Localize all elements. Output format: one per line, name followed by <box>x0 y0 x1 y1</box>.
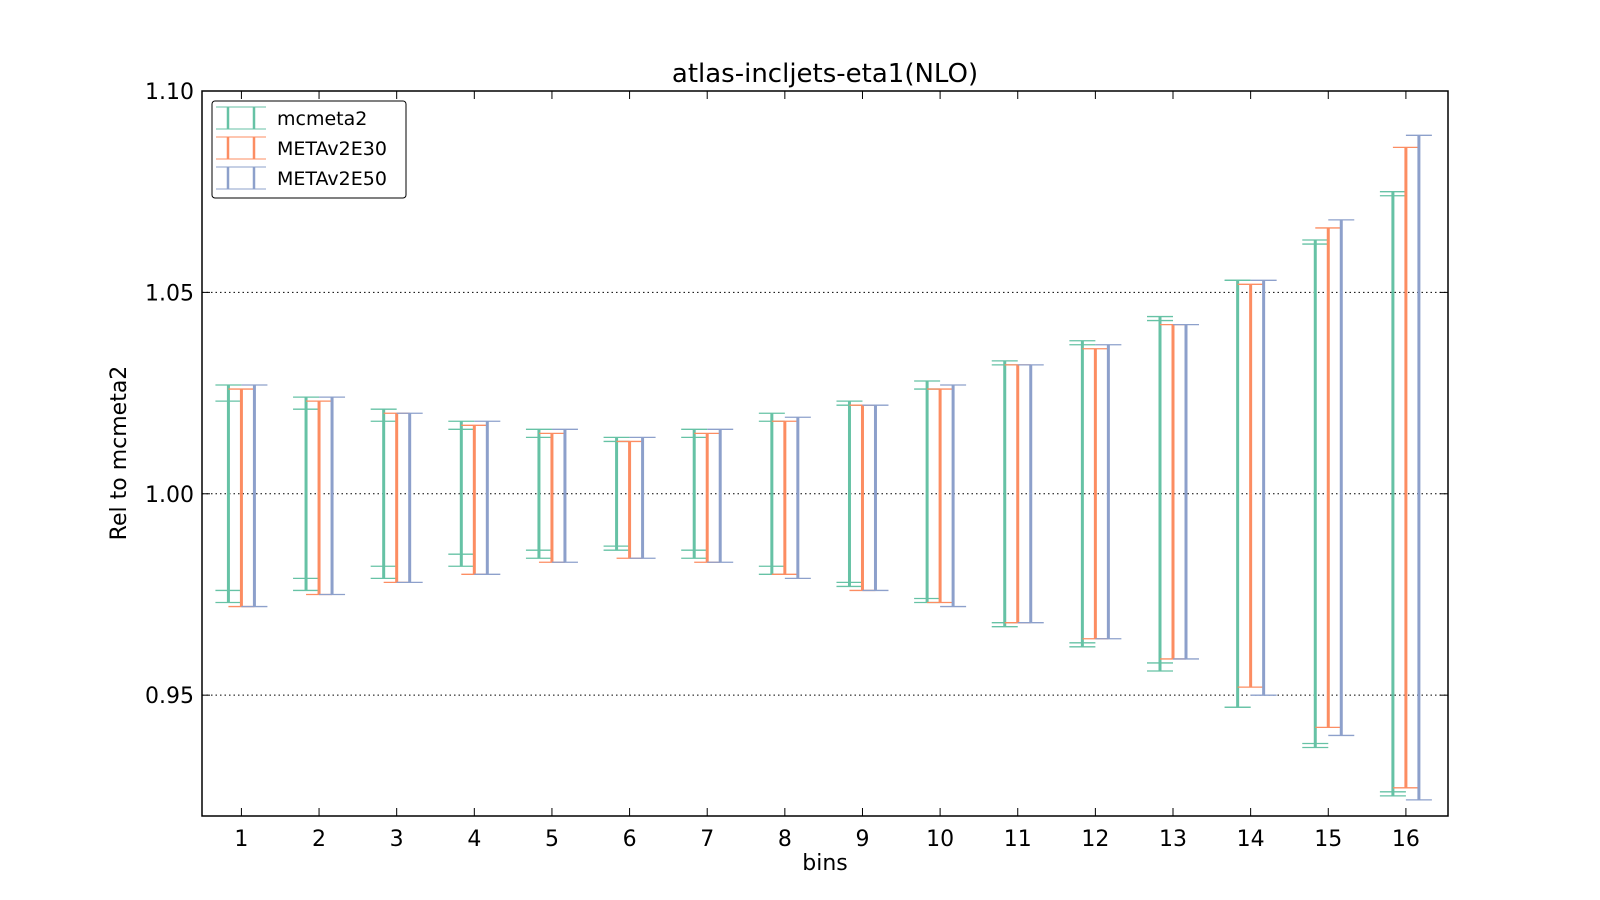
x-tick-label: 2 <box>312 827 326 852</box>
y-axis-title: Rel to mcmeta2 <box>107 366 132 541</box>
y-tick-label: 1.00 <box>145 483 194 508</box>
x-tick-label: 3 <box>390 827 404 852</box>
legend-entries: mcmeta2 METAv2E30 METAv2E50 <box>216 106 387 190</box>
x-tick-label: 1 <box>234 827 248 852</box>
x-tick-label: 5 <box>545 827 559 852</box>
y-axis-ticks: 0.95 1.00 1.05 1.10 <box>145 80 1448 709</box>
series-mcmeta2 <box>215 191 1406 797</box>
x-tick-label: 4 <box>467 827 481 852</box>
x-tick-label: 11 <box>1004 827 1032 852</box>
legend-label: METAv2E50 <box>277 168 387 190</box>
y-tick-label: 1.10 <box>145 80 194 105</box>
chart-title: atlas-incljets-eta1(NLO) <box>672 59 978 89</box>
error-bars <box>215 134 1432 801</box>
y-tick-label: 0.95 <box>145 684 194 709</box>
legend-label: METAv2E30 <box>277 138 387 160</box>
x-axis-ticks: 1 2 3 4 5 6 7 8 9 10 11 12 13 14 15 16 <box>234 91 1420 852</box>
x-tick-label: 14 <box>1237 827 1265 852</box>
x-axis-title: bins <box>802 851 847 876</box>
x-tick-label: 16 <box>1392 827 1420 852</box>
x-tick-label: 10 <box>926 827 954 852</box>
legend-frame <box>211 100 407 199</box>
x-tick-label: 7 <box>700 827 714 852</box>
x-tick-label: 12 <box>1081 827 1109 852</box>
legend-entry: METAv2E30 <box>216 136 387 160</box>
y-tick-label: 1.05 <box>145 281 194 306</box>
plot-area-frame <box>201 90 1449 817</box>
legend: mcmeta2 METAv2E30 METAv2E50 <box>211 100 407 199</box>
x-tick-label: 15 <box>1314 827 1342 852</box>
legend-label: mcmeta2 <box>277 108 367 130</box>
x-tick-label: 6 <box>623 827 637 852</box>
x-tick-label: 8 <box>778 827 792 852</box>
x-tick-label: 9 <box>855 827 869 852</box>
legend-entry: METAv2E50 <box>216 166 387 190</box>
x-tick-label: 13 <box>1159 827 1187 852</box>
legend-entry: mcmeta2 <box>216 106 367 130</box>
series-METAv2E50 <box>241 134 1432 801</box>
